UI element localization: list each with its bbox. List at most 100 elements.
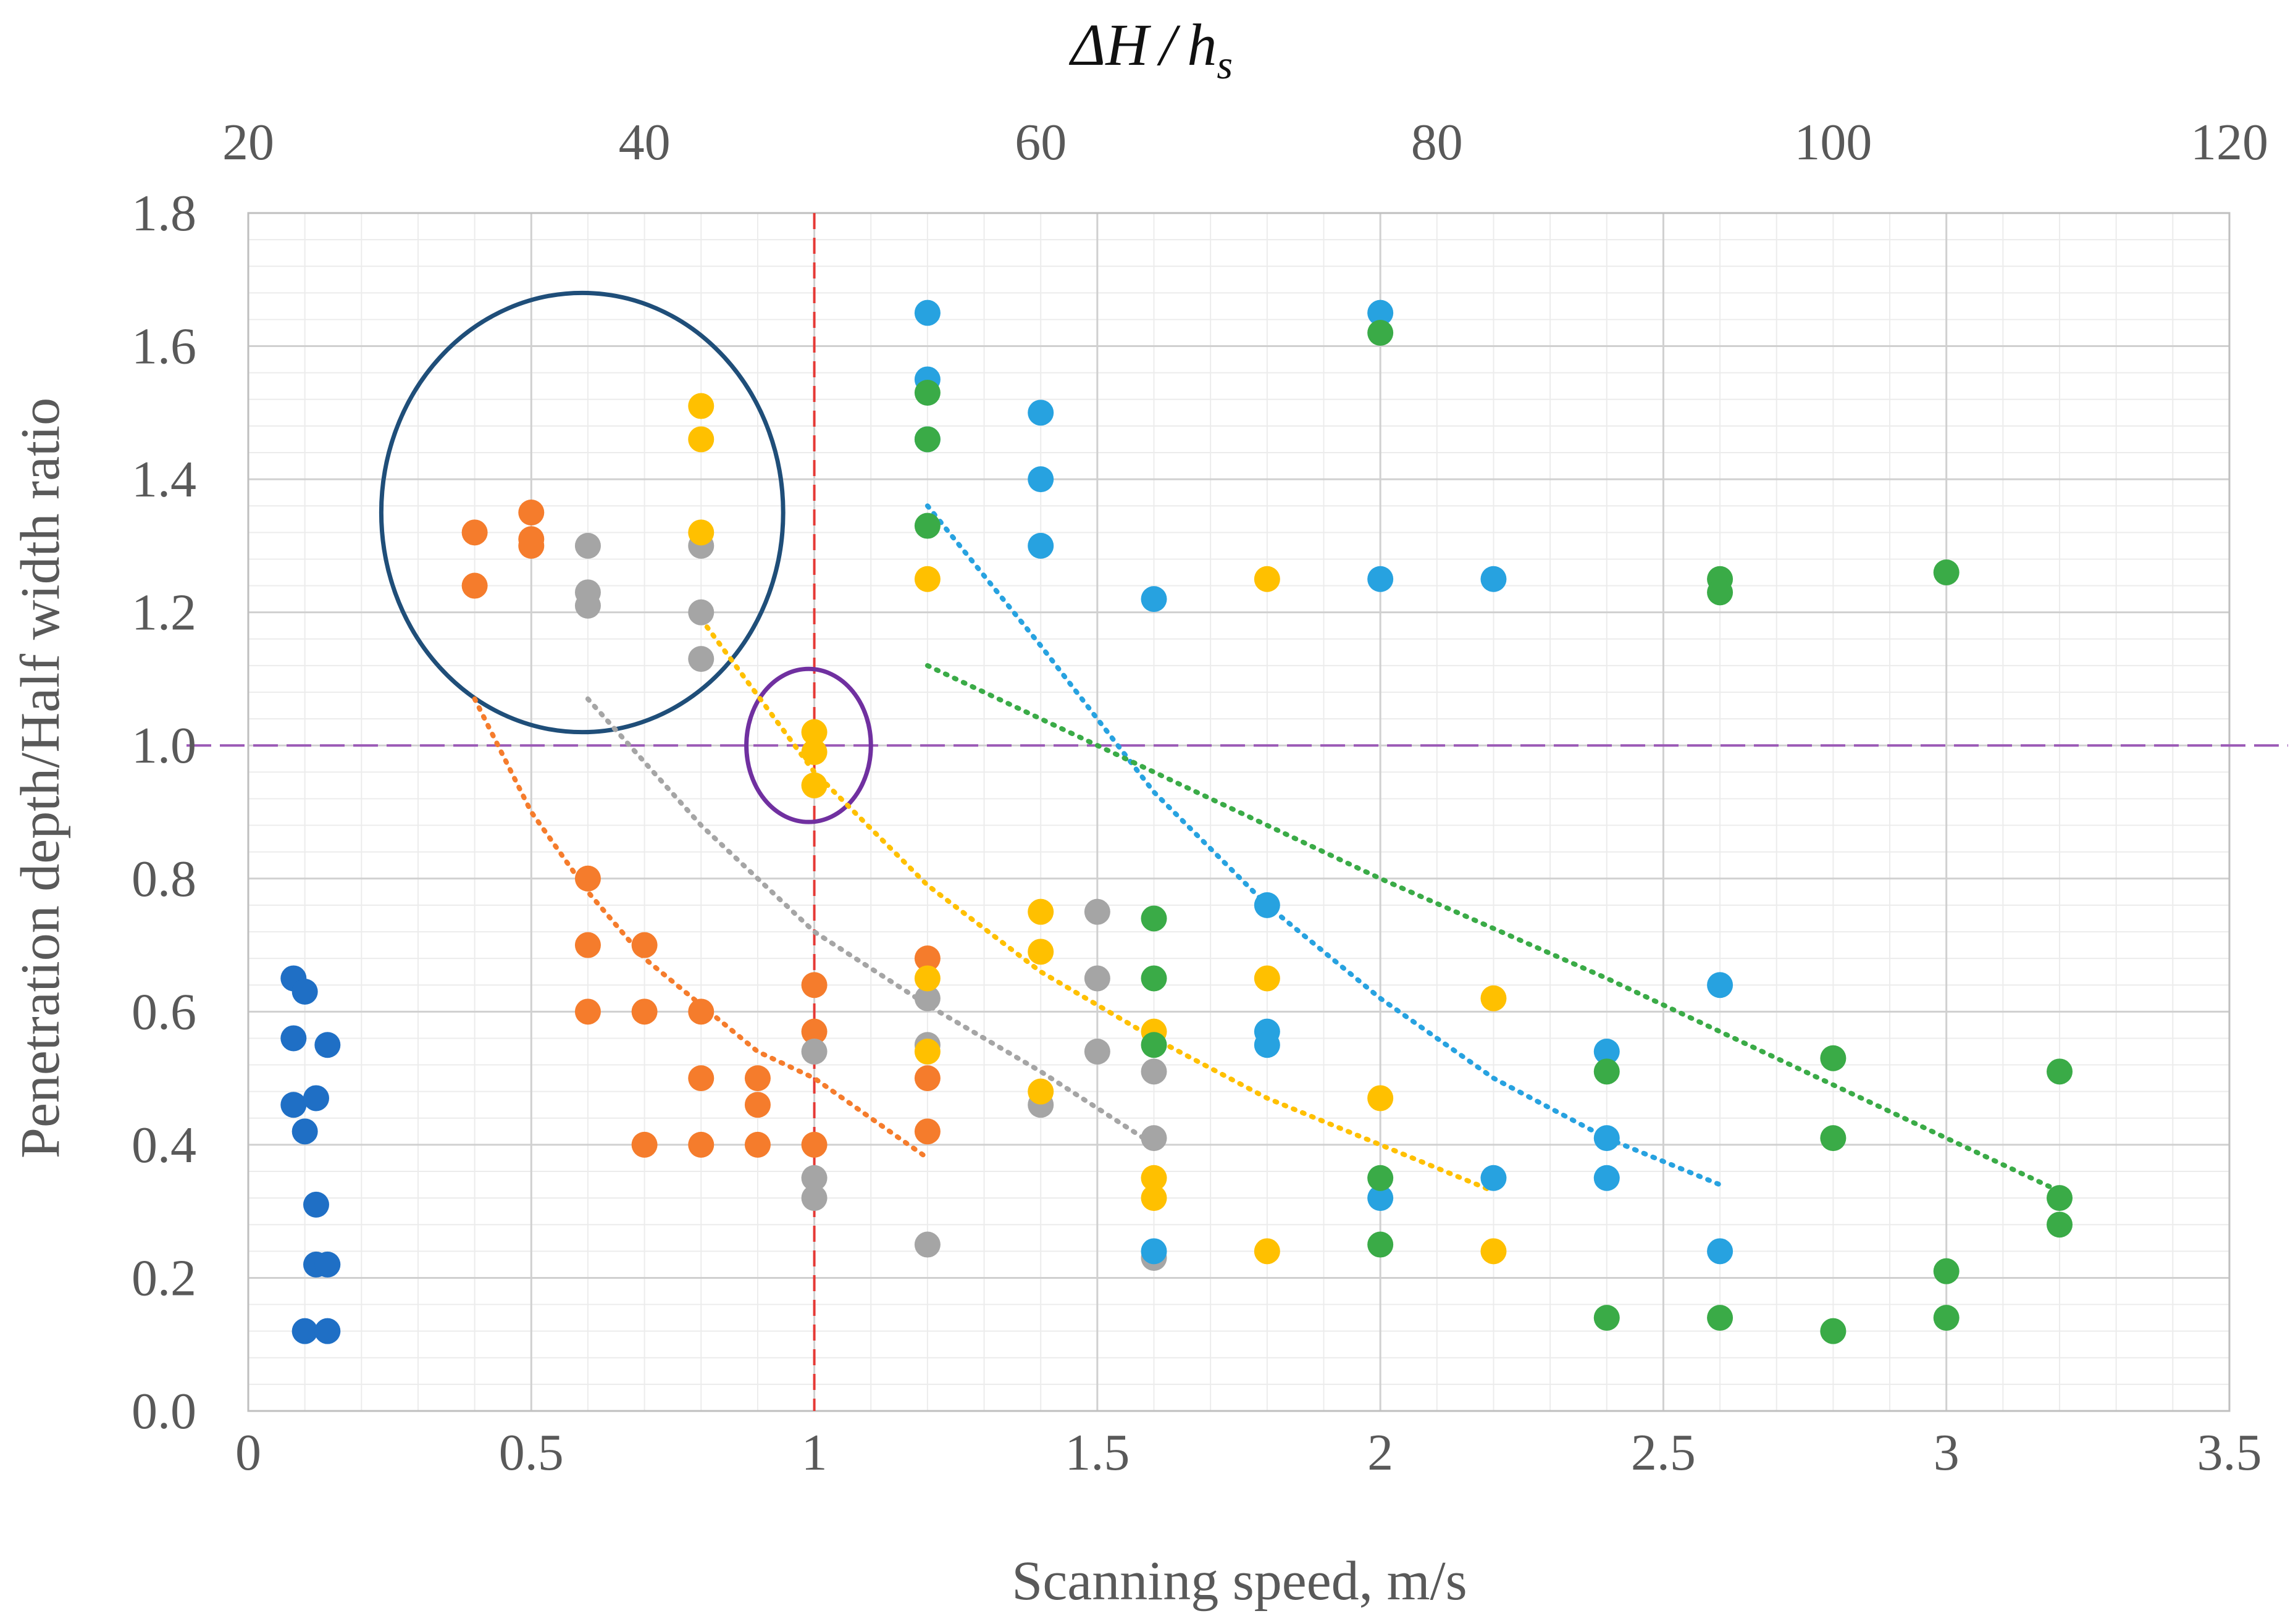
point-orange xyxy=(914,1118,941,1145)
point-yellow xyxy=(1141,1165,1167,1191)
y-tick-label: 1.4 xyxy=(132,451,196,508)
top-tick-label: 120 xyxy=(2190,114,2268,171)
point-gray xyxy=(1084,1039,1110,1065)
y-tick-label: 0.4 xyxy=(132,1116,196,1174)
x-tick-label: 0 xyxy=(235,1424,261,1481)
highlight-circle-purple xyxy=(744,666,873,824)
point-lightblue xyxy=(1028,400,1054,426)
point-yellow xyxy=(1028,1078,1054,1105)
point-lightblue xyxy=(1593,1165,1620,1191)
point-lightblue xyxy=(1593,1039,1620,1065)
point-yellow xyxy=(1028,898,1054,925)
point-orange xyxy=(461,519,488,546)
point-blue xyxy=(303,1191,329,1218)
y-tick-label: 1.8 xyxy=(132,185,196,242)
point-gray xyxy=(1084,898,1110,925)
point-green xyxy=(1367,320,1394,346)
point-green xyxy=(1367,1165,1394,1191)
point-orange xyxy=(461,572,488,599)
trendline-green xyxy=(924,663,2062,1194)
point-orange xyxy=(744,1065,771,1092)
point-green xyxy=(1593,1058,1620,1085)
top-tick-label: 20 xyxy=(222,114,274,171)
point-blue xyxy=(314,1032,341,1058)
point-orange xyxy=(574,998,601,1025)
point-yellow xyxy=(914,965,941,992)
point-lightblue xyxy=(1707,972,1733,998)
point-gray xyxy=(688,646,715,672)
point-lightblue xyxy=(1367,1185,1394,1212)
point-orange xyxy=(801,1131,828,1158)
point-blue xyxy=(291,1318,318,1344)
point-orange xyxy=(518,532,545,559)
point-lightblue xyxy=(914,299,941,326)
point-gray xyxy=(1141,1125,1167,1152)
point-yellow xyxy=(914,1039,941,1065)
point-lightblue xyxy=(1480,566,1507,592)
point-orange xyxy=(914,1065,941,1092)
point-yellow xyxy=(801,772,828,798)
y-tick-label: 1.0 xyxy=(132,717,196,774)
point-yellow xyxy=(1480,985,1507,1011)
trendline-gray xyxy=(585,696,1157,1147)
point-green xyxy=(1933,559,1960,585)
point-green xyxy=(1820,1125,1847,1152)
point-orange xyxy=(801,972,828,998)
top-tick-labels: 20 40 60 80 100 120 xyxy=(222,114,2268,171)
series-lightblue xyxy=(914,299,1733,1265)
point-green xyxy=(1367,1231,1394,1258)
point-orange xyxy=(744,1092,771,1118)
point-lightblue xyxy=(1141,1238,1167,1265)
point-gray xyxy=(801,1185,828,1212)
point-yellow xyxy=(1367,1085,1394,1111)
point-blue xyxy=(291,979,318,1005)
point-gray xyxy=(574,532,601,559)
y-tick-label: 0.0 xyxy=(132,1383,196,1440)
point-lightblue xyxy=(1141,586,1167,613)
point-orange xyxy=(631,998,658,1025)
point-lightblue xyxy=(1367,299,1394,326)
plot-area-frame xyxy=(247,212,2231,1412)
point-lightblue xyxy=(1254,1032,1280,1058)
point-gray xyxy=(801,1039,828,1065)
point-lightblue xyxy=(1480,1165,1507,1191)
data-points xyxy=(280,299,2073,1344)
x-tick-label: 1 xyxy=(802,1424,828,1481)
point-gray xyxy=(574,592,601,619)
point-lightblue xyxy=(1028,532,1054,559)
x-tick-label: 2.5 xyxy=(1631,1424,1696,1481)
point-lightblue xyxy=(1593,1125,1620,1152)
point-green xyxy=(914,426,941,453)
y-tick-label: 1.6 xyxy=(132,318,196,375)
annotations xyxy=(379,290,873,824)
point-gray xyxy=(914,985,941,1011)
point-orange xyxy=(574,932,601,958)
point-lightblue xyxy=(1707,1238,1733,1265)
x-tick-label: 3.5 xyxy=(2197,1424,2262,1481)
point-gray xyxy=(914,1231,941,1258)
point-yellow xyxy=(688,426,715,453)
point-orange xyxy=(631,932,658,958)
point-lightblue xyxy=(1254,892,1280,918)
point-green xyxy=(1820,1318,1847,1344)
y-axis-title: Penetration depth/Half width ratio xyxy=(10,398,71,1158)
point-orange xyxy=(688,998,715,1025)
point-orange xyxy=(744,1131,771,1158)
point-yellow xyxy=(688,393,715,419)
point-orange xyxy=(574,865,601,892)
point-yellow xyxy=(688,519,715,546)
point-green xyxy=(2047,1185,2073,1212)
top-tick-label: 60 xyxy=(1015,114,1067,171)
point-gray xyxy=(1084,965,1110,992)
series-blue xyxy=(280,965,341,1344)
point-blue xyxy=(314,1251,341,1278)
x-tick-label: 2 xyxy=(1367,1424,1393,1481)
x-tick-label: 0.5 xyxy=(499,1424,564,1481)
x-tick-label: 3 xyxy=(1934,1424,1960,1481)
point-yellow xyxy=(801,739,828,765)
point-green xyxy=(1707,1305,1733,1331)
series-orange xyxy=(461,500,941,1158)
point-yellow xyxy=(1254,1238,1280,1265)
point-yellow xyxy=(801,719,828,745)
